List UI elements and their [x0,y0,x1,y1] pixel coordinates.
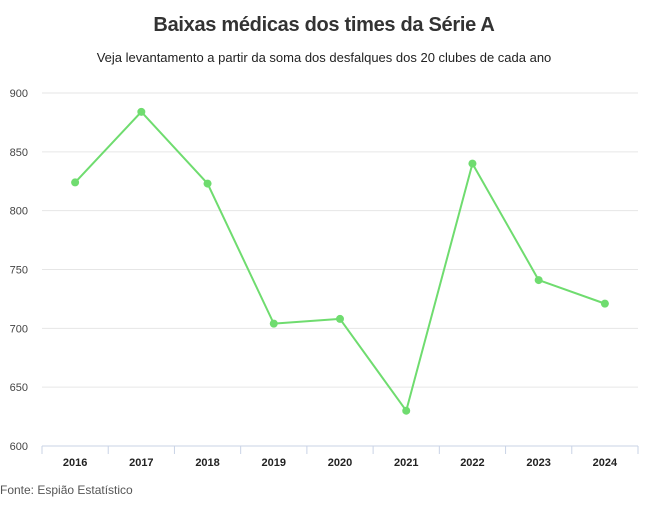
y-tick-label: 600 [10,441,28,453]
series-line [74,110,606,412]
x-axis [41,445,639,454]
x-axis-ticks: 2016 2017 2018 2019 2020 2021 2022 2023 2024 [63,457,618,469]
data-point [137,107,146,116]
data-point [336,314,344,323]
y-tick-label: 850 [10,147,28,159]
data-point [203,179,212,188]
y-tick-label: 900 [10,88,28,100]
y-axis-ticks: 600 650 700 750 800 850 900 [10,88,28,453]
chart-subtitle: Veja levantamento a partir da soma dos d… [96,50,552,65]
data-point [269,319,278,328]
x-tick-label: 2017 [129,457,153,469]
grid-lines [42,92,638,388]
x-tick-label: 2020 [328,457,352,469]
data-point [600,299,609,308]
x-tick-label: 2018 [195,457,219,469]
x-tick-label: 2019 [262,457,286,469]
data-point [402,406,411,415]
y-tick-label: 700 [10,323,28,335]
y-tick-label: 650 [10,382,28,394]
data-point [71,178,80,187]
x-tick-label: 2021 [394,457,418,469]
x-tick-label: 2016 [63,457,87,469]
chart-title: Baixas médicas dos times da Série A [153,14,495,36]
y-tick-label: 750 [10,265,28,277]
series [71,107,609,415]
data-point [534,276,543,285]
source-note: Fonte: Espião Estatístico [0,483,133,497]
data-point [468,159,477,168]
x-tick-label: 2022 [460,457,484,469]
x-tick-label: 2023 [526,457,550,469]
y-tick-label: 800 [10,206,28,218]
x-tick-label: 2024 [593,457,618,469]
